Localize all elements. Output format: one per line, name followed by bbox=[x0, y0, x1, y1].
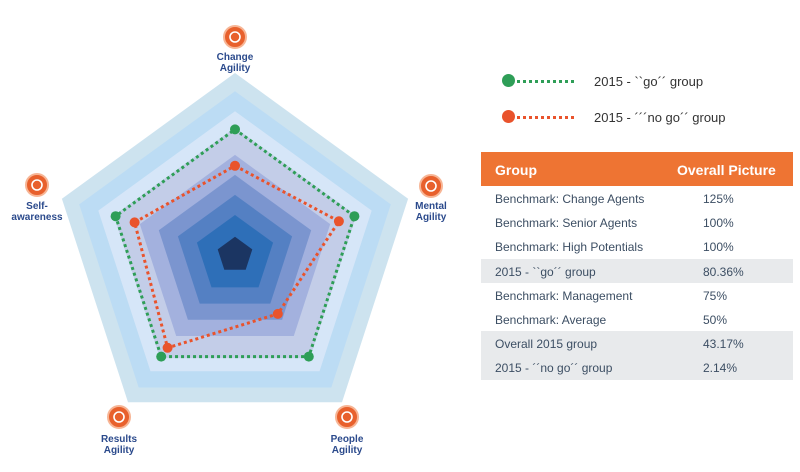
data-point bbox=[333, 216, 344, 227]
legend-item-go-group: 2015 - ``go´´ group bbox=[498, 72, 758, 92]
change-agility-icon-glyph bbox=[229, 31, 241, 43]
axis-label-line: Self- bbox=[26, 201, 48, 212]
cell-group: Benchmark: Average bbox=[495, 312, 607, 327]
axis-label-line: Mental bbox=[415, 201, 447, 212]
legend-line-no-go bbox=[510, 116, 574, 119]
legend-marker-go bbox=[502, 74, 515, 87]
data-point bbox=[349, 211, 360, 222]
cell-overall-picture: 80.36% bbox=[703, 264, 744, 279]
results-agility-icon bbox=[107, 405, 131, 429]
cell-overall-picture: 100% bbox=[703, 216, 734, 231]
cell-overall-picture: 100% bbox=[703, 240, 734, 255]
table-row: Benchmark: Change Agents 125% bbox=[481, 186, 793, 210]
data-point bbox=[230, 160, 240, 171]
table-row: Overall 2015 group 43.17% bbox=[481, 331, 793, 356]
legend-item-no-go-group: 2015 - ´´´no go´´ group bbox=[498, 108, 758, 128]
axis-results-agility: Results Agility bbox=[101, 405, 138, 456]
cell-overall-picture: 2.14% bbox=[703, 361, 738, 376]
axis-label-line: Agility bbox=[220, 63, 251, 74]
table-row: Benchmark: High Potentials 100% bbox=[481, 234, 793, 258]
table-body: Benchmark: Change Agents 125% Benchmark: S… bbox=[481, 186, 793, 380]
table-row: Benchmark: Management 75% bbox=[481, 283, 793, 307]
radar-band bbox=[217, 236, 253, 270]
cell-group: Overall 2015 group bbox=[495, 337, 598, 352]
table-row: Benchmark: Average 50% bbox=[481, 307, 793, 331]
cell-group: Benchmark: High Potentials bbox=[495, 240, 644, 255]
radar-series bbox=[110, 124, 360, 362]
cell-overall-picture: 43.17% bbox=[703, 337, 744, 352]
radar-bands bbox=[61, 73, 409, 403]
axis-people-agility: People Agility bbox=[331, 405, 364, 456]
table-row: Benchmark: Senior Agents 100% bbox=[481, 210, 793, 234]
axis-label-line: Agility bbox=[416, 212, 447, 223]
data-point bbox=[230, 124, 240, 135]
axis-self-awareness: Self-awareness bbox=[11, 173, 63, 223]
mental-agility-icon bbox=[419, 174, 443, 198]
axis-label-line: Agility bbox=[104, 445, 135, 456]
axis-label: People Agility bbox=[331, 434, 364, 456]
legend-label-go: 2015 - ``go´´ group bbox=[594, 74, 704, 89]
header-overall-picture: Overall Picture bbox=[677, 162, 776, 178]
legend-line-go bbox=[510, 80, 574, 83]
axis-label: Change Agility bbox=[217, 52, 254, 74]
self-awareness-icon bbox=[25, 173, 49, 197]
axis-label-line: People bbox=[331, 434, 364, 445]
axis-label: Mental Agility bbox=[415, 201, 447, 223]
axis-mental-agility: Mental Agility bbox=[415, 174, 447, 223]
cell-group: Benchmark: Change Agents bbox=[495, 192, 645, 206]
data-point bbox=[110, 211, 121, 222]
people-agility-icon-glyph bbox=[341, 411, 353, 423]
legend-marker-no-go bbox=[502, 110, 515, 123]
people-agility-icon bbox=[335, 405, 359, 429]
axis-label-line: Agility bbox=[332, 445, 363, 456]
axis-label: Results Agility bbox=[101, 434, 138, 456]
cell-overall-picture: 75% bbox=[703, 288, 728, 303]
cell-group: 2015 - ``go´´ group bbox=[495, 264, 596, 279]
series-line-no-go-group bbox=[132, 164, 342, 350]
mental-agility-icon-glyph bbox=[425, 180, 437, 192]
overall-picture-table: Group Overall Picture Benchmark: Change … bbox=[481, 152, 793, 380]
axis-label-line: Change bbox=[217, 52, 254, 63]
results-agility-icon-glyph bbox=[113, 411, 125, 423]
table-header: Group Overall Picture bbox=[481, 152, 793, 186]
axis-label: Self-awareness bbox=[11, 201, 63, 223]
axis-label-line: awareness bbox=[11, 212, 63, 223]
cell-group: Benchmark: Senior Agents bbox=[495, 216, 638, 231]
data-point bbox=[272, 308, 283, 319]
cell-group: Benchmark: Management bbox=[495, 288, 633, 303]
table-row: 2015 - ´´no go´´ group 2.14% bbox=[481, 355, 793, 380]
axis-label-line: Results bbox=[101, 434, 138, 445]
data-point bbox=[303, 351, 314, 362]
data-point bbox=[162, 342, 173, 353]
cell-overall-picture: 50% bbox=[703, 312, 728, 327]
header-group: Group bbox=[495, 162, 537, 178]
axis-change-agility: Change Agility bbox=[217, 25, 254, 74]
cell-overall-picture: 125% bbox=[703, 192, 734, 206]
cell-group: 2015 - ´´no go´´ group bbox=[495, 361, 613, 376]
data-point bbox=[129, 217, 140, 228]
data-point bbox=[156, 351, 167, 362]
self-awareness-icon-glyph bbox=[31, 179, 43, 191]
table-row: 2015 - ``go´´ group 80.36% bbox=[481, 258, 793, 283]
change-agility-icon bbox=[223, 25, 247, 49]
legend-label-no-go: 2015 - ´´´no go´´ group bbox=[594, 110, 726, 125]
